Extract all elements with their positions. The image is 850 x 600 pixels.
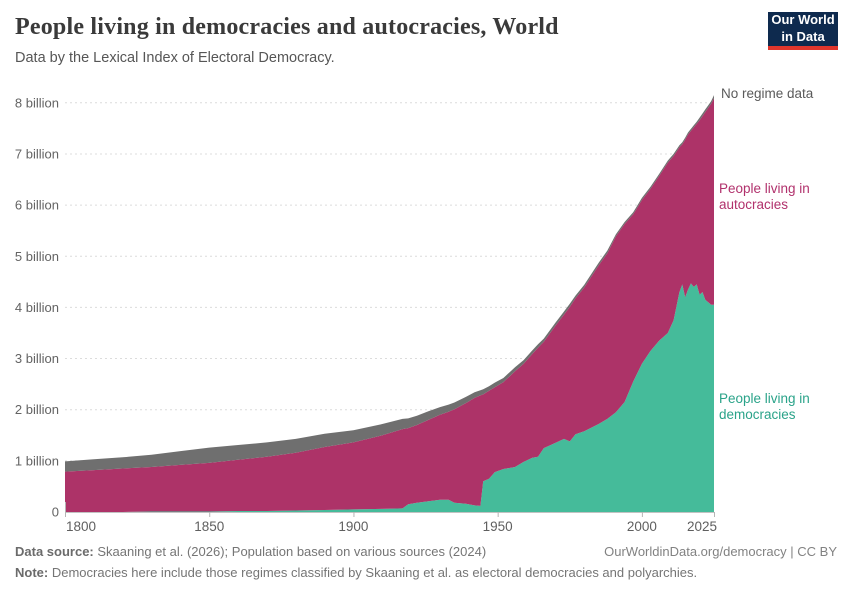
- x-axis-label: 1800: [66, 519, 96, 534]
- y-axis-label: 1 billion: [15, 453, 59, 468]
- x-axis-label: 1950: [483, 519, 513, 534]
- y-axis-label: 4 billion: [15, 300, 59, 315]
- x-axis-label: 2000: [627, 519, 657, 534]
- data-source-text: Data source: Skaaning et al. (2026); Pop…: [15, 544, 486, 560]
- x-axis-label: 1900: [338, 519, 368, 534]
- y-axis-label: 8 billion: [15, 95, 59, 110]
- y-axis-label: 6 billion: [15, 198, 59, 213]
- note-value: Democracies here include those regimes c…: [48, 565, 698, 581]
- series-label-no-regime-data: No regime data: [721, 86, 814, 101]
- data-source-label: Data source:: [15, 544, 94, 559]
- owid-logo-line1: Our World: [771, 12, 835, 28]
- footer-source-row: Data source: Skaaning et al. (2026); Pop…: [15, 544, 837, 560]
- y-axis-label: 3 billion: [15, 351, 59, 366]
- y-axis-label: 5 billion: [15, 249, 59, 264]
- y-axis-label: 2 billion: [15, 402, 59, 417]
- x-axis-label: 1850: [194, 519, 224, 534]
- owid-logo[interactable]: Our World in Data: [768, 12, 838, 50]
- footer-note-row: Note: Democracies here include those reg…: [15, 565, 837, 581]
- area-people-living-in-democracies: [65, 283, 714, 512]
- series-label-autocracies: People living in autocracies: [719, 181, 810, 213]
- x-axis-label: 2025: [687, 519, 717, 534]
- data-source-value: Skaaning et al. (2026); Population based…: [93, 544, 487, 559]
- y-axis-label: 0: [52, 505, 59, 520]
- y-axis-label: 7 billion: [15, 146, 59, 161]
- chart-subtitle: Data by the Lexical Index of Electoral D…: [15, 50, 335, 66]
- series-label-democracies: People living in democracies: [719, 391, 810, 423]
- chart-footer: Data source: Skaaning et al. (2026); Pop…: [15, 544, 837, 582]
- note-label: Note:: [15, 565, 49, 581]
- owid-logo-line2: in Data: [781, 29, 825, 44]
- page-title: People living in democracies and autocra…: [15, 14, 559, 40]
- area-people-living-in-autocracies: [65, 98, 714, 512]
- rights-link[interactable]: OurWorldinData.org/democracy | CC BY: [604, 544, 837, 559]
